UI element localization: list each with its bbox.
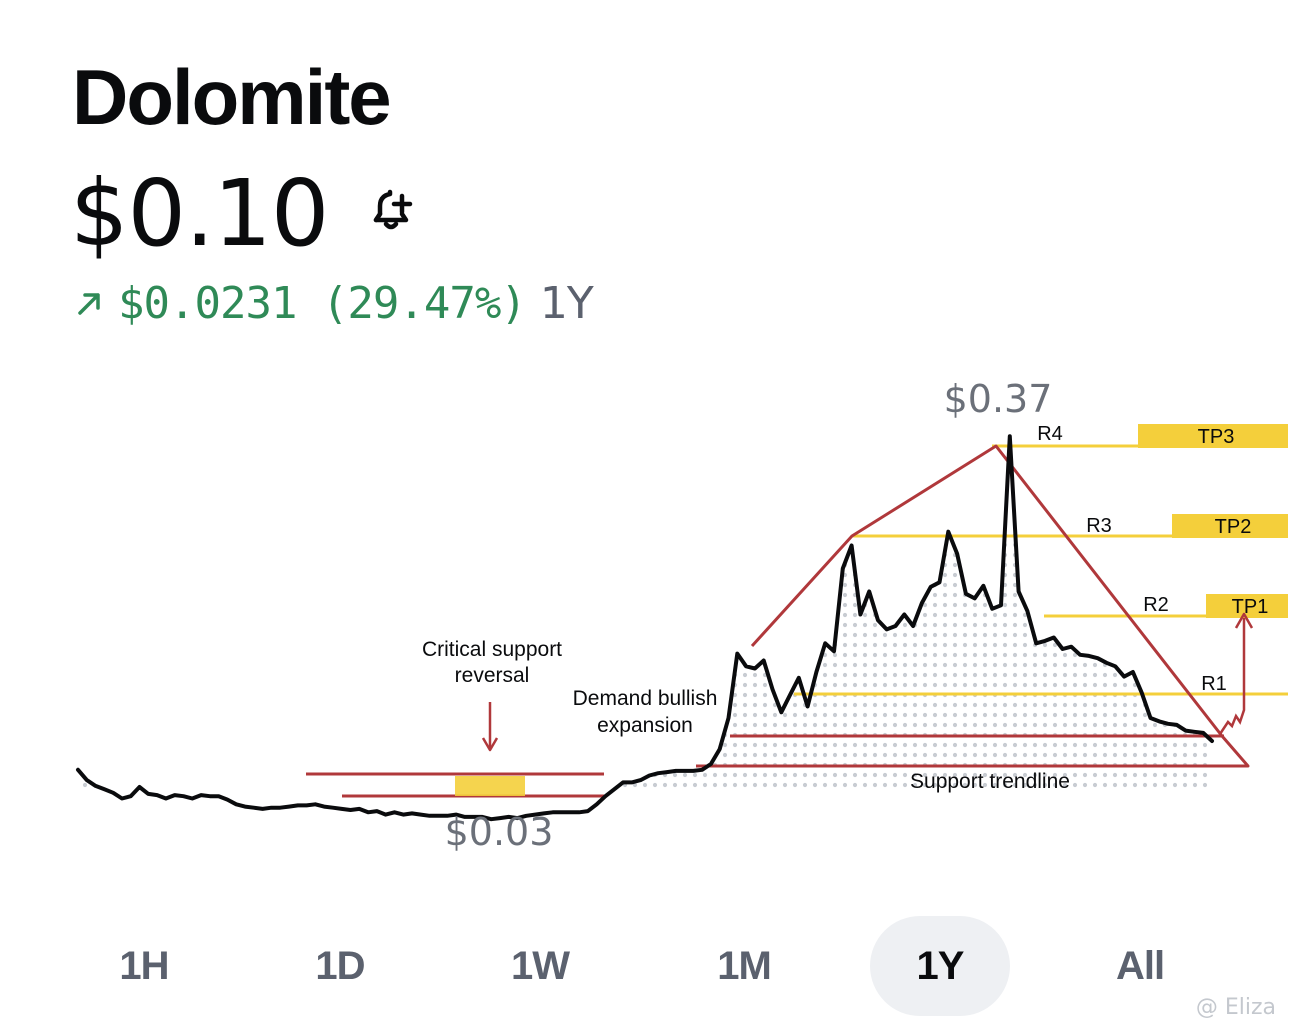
level-r4-label: R4: [1037, 423, 1063, 445]
tab-1d[interactable]: 1D: [315, 943, 365, 988]
watermark: @ Eliza: [1195, 995, 1276, 1020]
price-line: [76, 434, 1214, 822]
bell-plus-icon: [373, 189, 413, 230]
low-price-label: $0.03: [445, 810, 554, 854]
price-area-fill: [78, 436, 1212, 788]
level-r2-label: R2: [1143, 594, 1169, 616]
tab-1w[interactable]: 1W: [511, 943, 570, 988]
tab-1y[interactable]: 1Y: [870, 916, 1010, 1016]
pattern-triangle: [750, 444, 1224, 737]
breakout-arrowhead: [1234, 612, 1254, 629]
target-tp1-label: TP1: [1232, 596, 1269, 618]
target-tp3-box: [1138, 424, 1288, 448]
price-change: $0.0231 (29.47%) 1Y: [74, 278, 594, 329]
target-tp2-label: TP2: [1215, 516, 1252, 538]
target-tp1-box: [1206, 594, 1288, 618]
tab-1m[interactable]: 1M: [717, 943, 772, 988]
target-tp2-box: [1172, 514, 1288, 538]
annotation-demand-line1: Demand bullish: [573, 687, 718, 710]
critical-support-arrowhead: [481, 737, 499, 752]
level-r1-label: R1: [1201, 673, 1227, 695]
timeframe-tabs: 1H 1D 1W 1M 1Y All: [40, 912, 1240, 1022]
annotation-critical-support-line1: Critical support: [422, 638, 562, 661]
support-trendline: [696, 735, 1250, 768]
breakout-projection-arrow: [1218, 618, 1246, 735]
high-price-label: $0.37: [944, 377, 1053, 421]
price-change-value: $0.0231 (29.47%): [118, 278, 527, 329]
add-price-alert-button[interactable]: [366, 184, 418, 236]
tab-all[interactable]: All: [1115, 943, 1165, 988]
level-r3-label: R3: [1086, 515, 1112, 537]
asset-title: Dolomite: [72, 53, 392, 141]
low-highlight: [455, 776, 525, 796]
target-tp3-label: TP3: [1198, 426, 1235, 448]
arrow-up-right-icon: [78, 292, 100, 315]
annotation-support-trendline: Support trendline: [910, 770, 1070, 793]
current-price: $0.10: [70, 160, 329, 267]
annotation-critical-support-line2: reversal: [455, 664, 530, 687]
price-change-period: 1Y: [539, 278, 594, 329]
price-chart[interactable]: TP3 TP2 TP1 R4 R3 R2 R1 Critical support…: [0, 360, 1290, 880]
tab-1h[interactable]: 1H: [119, 943, 169, 988]
annotation-demand-line2: expansion: [597, 714, 693, 737]
